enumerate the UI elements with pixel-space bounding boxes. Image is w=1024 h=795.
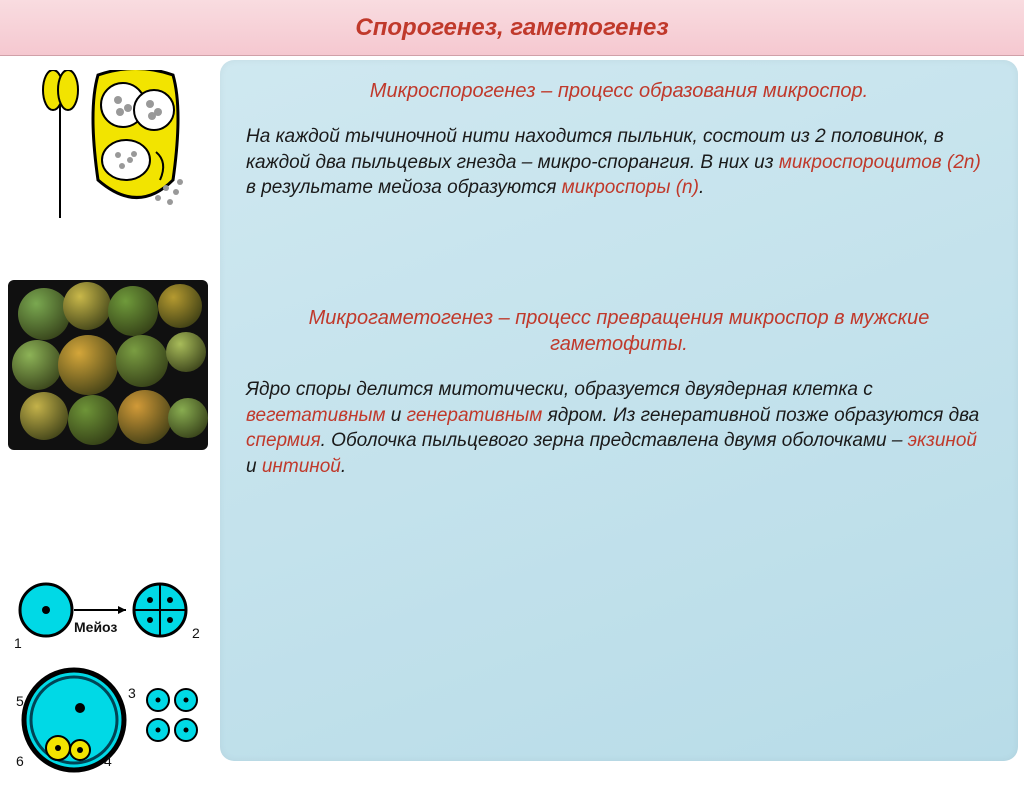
highlight-text: микроспоры (n): [562, 177, 699, 198]
anther-illustration: [8, 70, 208, 220]
main-content-panel: Микроспорогенез – процесс образования ми…: [220, 60, 1018, 761]
body-text: . Оболочка пыльцевого зерна представлена…: [321, 430, 908, 451]
section1-heading: Микроспорогенез – процесс образования ми…: [246, 78, 992, 104]
meiosis-num-5: 5: [16, 693, 24, 709]
pollen-grain: [20, 392, 68, 440]
highlight-text: вегетативным: [246, 405, 386, 426]
highlight-text: микроспороцитов (2n): [779, 152, 981, 173]
pollen-micrograph: [8, 280, 208, 450]
page-header: Спорогенез, гаметогенез: [0, 0, 1024, 56]
meiosis-num-3: 3: [128, 685, 136, 701]
section1-def: – процесс образования микроспор.: [536, 80, 869, 102]
body-text: в результате мейоза образуются: [246, 177, 562, 198]
meiosis-label: Мейоз: [74, 619, 117, 635]
pollen-grain: [108, 286, 158, 336]
section2-term: Микрогаметогенез: [309, 307, 493, 329]
body-text: .: [699, 177, 704, 198]
section1-term: Микроспорогенез: [370, 80, 536, 102]
section2-heading: Микрогаметогенез – процесс превращения м…: [246, 305, 992, 357]
anther-svg: [8, 70, 208, 220]
meiosis-num-1: 1: [14, 635, 22, 651]
pollen-grain: [12, 340, 62, 390]
meiosis-num-2: 2: [192, 625, 200, 641]
body-text: ядром. Из генеративной позже образуются …: [542, 405, 979, 426]
pollen-grain: [168, 398, 208, 438]
meiosis-diagram: 1 Мейоз 2 3 4 5 6: [8, 580, 208, 780]
pollen-grain: [118, 390, 172, 444]
pollen-grain: [68, 395, 118, 445]
pollen-grain: [18, 288, 70, 340]
highlight-text: экзиной: [908, 430, 977, 451]
pollen-grain: [158, 284, 202, 328]
highlight-text: спермия: [246, 430, 321, 451]
body-text: .: [341, 456, 346, 477]
section2-paragraph: Ядро споры делится митотически, образует…: [246, 377, 992, 480]
section2-def: – процесс превращения микроспор в мужски…: [493, 307, 929, 355]
pollen-grain: [166, 332, 206, 372]
illustration-column: 1 Мейоз 2 3 4 5 6: [8, 60, 218, 761]
section1-paragraph: На каждой тычиночной нити находится пыль…: [246, 124, 992, 201]
body-text: Ядро споры делится митотически, образует…: [246, 379, 873, 400]
highlight-text: интиной: [262, 456, 341, 477]
body-text: и: [386, 405, 407, 426]
page-title: Спорогенез, гаметогенез: [355, 14, 668, 42]
pollen-grain: [63, 282, 111, 330]
body-text: и: [246, 456, 262, 477]
pollen-grain: [58, 335, 118, 395]
meiosis-svg: 1 Мейоз 2 3 4 5 6: [8, 580, 218, 790]
pollen-grain: [116, 335, 168, 387]
highlight-text: генеративным: [407, 405, 543, 426]
